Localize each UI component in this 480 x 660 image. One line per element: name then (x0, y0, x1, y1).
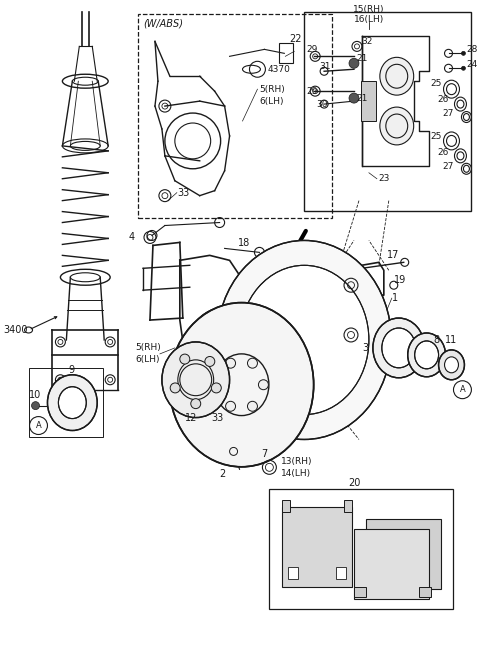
Circle shape (461, 66, 466, 70)
Ellipse shape (444, 357, 458, 373)
Text: 18: 18 (238, 238, 250, 248)
Ellipse shape (48, 375, 97, 430)
Bar (288, 567, 298, 579)
Text: 15(RH): 15(RH) (353, 5, 384, 14)
Bar (282, 500, 290, 512)
Text: 4370: 4370 (267, 65, 290, 74)
Text: 24: 24 (467, 60, 478, 69)
Bar (361, 81, 376, 121)
Bar (354, 529, 429, 599)
Text: 1: 1 (392, 293, 398, 303)
Bar (304, 11, 471, 211)
Circle shape (205, 356, 215, 366)
Circle shape (226, 401, 236, 411)
Bar (282, 507, 352, 587)
Ellipse shape (59, 387, 86, 418)
Text: 5(RH): 5(RH) (259, 84, 285, 94)
Ellipse shape (408, 333, 445, 377)
Text: 13(RH): 13(RH) (281, 457, 313, 466)
Text: 7: 7 (262, 449, 268, 459)
Text: 22: 22 (289, 34, 302, 44)
Circle shape (461, 51, 466, 55)
Text: 21: 21 (356, 94, 367, 102)
Text: 28: 28 (467, 45, 478, 54)
Circle shape (211, 383, 221, 393)
Text: 4: 4 (128, 232, 134, 242)
Circle shape (226, 358, 236, 368)
Text: 23: 23 (379, 174, 390, 183)
Ellipse shape (380, 57, 414, 95)
Text: 29: 29 (306, 45, 318, 54)
Bar (344, 500, 352, 512)
Bar (354, 587, 366, 597)
Bar (138, 14, 332, 218)
Bar (419, 587, 431, 597)
Text: 9: 9 (68, 365, 74, 375)
Text: 29: 29 (306, 86, 318, 96)
Circle shape (258, 379, 268, 389)
Bar (269, 489, 454, 609)
Text: 33: 33 (212, 412, 224, 422)
Ellipse shape (217, 240, 391, 440)
Circle shape (248, 358, 257, 368)
Ellipse shape (382, 328, 416, 368)
Ellipse shape (439, 350, 465, 379)
Ellipse shape (169, 303, 313, 467)
Circle shape (248, 401, 257, 411)
Text: 2: 2 (220, 469, 226, 479)
Bar (366, 519, 441, 589)
Text: 6(LH): 6(LH) (135, 355, 159, 364)
Text: 27: 27 (442, 162, 454, 172)
Text: 25: 25 (430, 79, 442, 88)
Circle shape (215, 379, 225, 389)
Text: 12: 12 (185, 412, 197, 422)
Text: 30: 30 (316, 100, 328, 109)
Text: 25: 25 (430, 133, 442, 141)
Bar (28, 368, 103, 438)
Ellipse shape (373, 318, 425, 378)
Text: 21: 21 (356, 54, 367, 63)
Bar (279, 44, 293, 63)
Text: 17: 17 (387, 250, 399, 260)
Text: 14(LH): 14(LH) (281, 469, 312, 478)
Text: 27: 27 (442, 108, 454, 117)
Text: 6(LH): 6(LH) (259, 96, 284, 106)
Circle shape (32, 402, 39, 410)
Text: 8: 8 (433, 335, 440, 345)
Text: 11: 11 (445, 335, 457, 345)
Text: 3400: 3400 (4, 325, 28, 335)
Text: 33: 33 (177, 187, 189, 197)
Ellipse shape (162, 342, 229, 418)
Text: 10: 10 (28, 389, 41, 400)
Ellipse shape (380, 107, 414, 145)
Circle shape (180, 354, 190, 364)
Text: 31: 31 (319, 62, 331, 71)
Circle shape (191, 399, 201, 409)
Text: 32: 32 (361, 37, 372, 46)
Text: 16(LH): 16(LH) (354, 15, 384, 24)
Bar (336, 567, 346, 579)
Ellipse shape (415, 341, 439, 369)
Text: A: A (36, 421, 41, 430)
Text: A: A (459, 385, 465, 394)
Circle shape (349, 93, 359, 103)
Ellipse shape (240, 265, 369, 414)
Text: 26: 26 (437, 94, 448, 104)
Text: 3: 3 (362, 343, 368, 353)
Text: 19: 19 (394, 275, 406, 285)
Text: 20: 20 (348, 478, 360, 488)
Text: (W/ABS): (W/ABS) (143, 18, 183, 28)
Circle shape (349, 58, 359, 68)
Circle shape (170, 383, 180, 393)
Text: 5(RH): 5(RH) (135, 343, 161, 352)
Text: 26: 26 (437, 148, 448, 157)
